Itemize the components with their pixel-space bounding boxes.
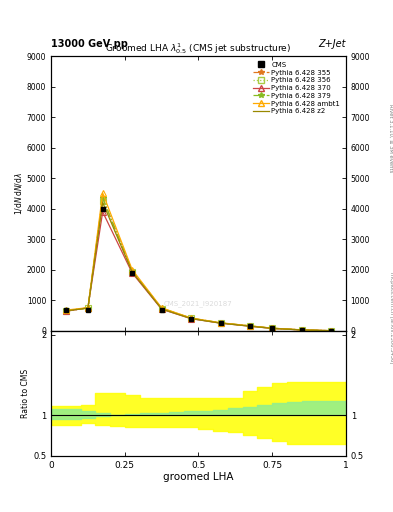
CMS xyxy=(64,307,68,313)
Pythia 6.428 z2 xyxy=(189,315,193,322)
Pythia 6.428 ambt1 xyxy=(218,319,223,326)
Pythia 6.428 356 xyxy=(100,198,105,204)
Pythia 6.428 370 xyxy=(100,209,105,215)
Legend: CMS, Pythia 6.428 355, Pythia 6.428 356, Pythia 6.428 370, Pythia 6.428 379, Pyt: CMS, Pythia 6.428 355, Pythia 6.428 356,… xyxy=(251,60,342,116)
Pythia 6.428 356 xyxy=(329,328,333,334)
Pythia 6.428 379 xyxy=(270,325,275,331)
Line: Pythia 6.428 z2: Pythia 6.428 z2 xyxy=(66,202,331,331)
Pythia 6.428 355 xyxy=(329,328,333,334)
CMS xyxy=(86,307,90,313)
Pythia 6.428 370 xyxy=(218,320,223,326)
Pythia 6.428 379 xyxy=(130,268,134,274)
Pythia 6.428 z2 xyxy=(270,325,275,331)
Pythia 6.428 355 xyxy=(159,305,164,311)
Pythia 6.428 379 xyxy=(100,195,105,201)
Text: 13000 GeV pp: 13000 GeV pp xyxy=(51,38,128,49)
Y-axis label: $\mathrm{1/d}N\,\mathrm{d}N/\mathrm{d}\lambda$: $\mathrm{1/d}N\,\mathrm{d}N/\mathrm{d}\l… xyxy=(13,172,24,215)
Pythia 6.428 379 xyxy=(218,320,223,326)
Pythia 6.428 370 xyxy=(270,325,275,331)
CMS xyxy=(218,320,223,326)
Pythia 6.428 355 xyxy=(130,268,134,274)
Pythia 6.428 379 xyxy=(159,305,164,311)
Pythia 6.428 z2 xyxy=(86,305,90,311)
Pythia 6.428 379 xyxy=(329,328,333,334)
Pythia 6.428 356 xyxy=(130,269,134,275)
Pythia 6.428 ambt1 xyxy=(270,325,275,331)
Pythia 6.428 356 xyxy=(189,315,193,322)
Pythia 6.428 356 xyxy=(270,325,275,331)
Pythia 6.428 z2 xyxy=(299,327,304,333)
Line: Pythia 6.428 379: Pythia 6.428 379 xyxy=(63,195,334,333)
Pythia 6.428 ambt1 xyxy=(100,190,105,196)
Pythia 6.428 355 xyxy=(218,320,223,326)
CMS xyxy=(248,323,252,329)
CMS xyxy=(189,315,193,322)
CMS xyxy=(100,206,105,212)
Pythia 6.428 355 xyxy=(100,195,105,201)
Pythia 6.428 ambt1 xyxy=(248,323,252,329)
Y-axis label: Ratio to CMS: Ratio to CMS xyxy=(21,369,30,418)
Text: Rivet 3.1.10, ≥ 3M events: Rivet 3.1.10, ≥ 3M events xyxy=(389,104,393,173)
Pythia 6.428 ambt1 xyxy=(130,266,134,272)
Pythia 6.428 356 xyxy=(248,323,252,329)
Pythia 6.428 ambt1 xyxy=(329,328,333,334)
Pythia 6.428 370 xyxy=(329,328,333,334)
Line: CMS: CMS xyxy=(63,206,334,333)
Pythia 6.428 z2 xyxy=(100,199,105,205)
Pythia 6.428 z2 xyxy=(130,269,134,275)
CMS xyxy=(329,328,333,334)
Pythia 6.428 ambt1 xyxy=(86,305,90,311)
Pythia 6.428 356 xyxy=(64,308,68,314)
Pythia 6.428 379 xyxy=(248,323,252,329)
Pythia 6.428 370 xyxy=(86,305,90,311)
Pythia 6.428 z2 xyxy=(248,323,252,329)
Pythia 6.428 355 xyxy=(270,325,275,331)
Pythia 6.428 z2 xyxy=(159,306,164,312)
Pythia 6.428 379 xyxy=(189,315,193,321)
Pythia 6.428 356 xyxy=(86,305,90,311)
Pythia 6.428 355 xyxy=(64,308,68,314)
Pythia 6.428 356 xyxy=(218,320,223,326)
Pythia 6.428 379 xyxy=(64,307,68,313)
Pythia 6.428 370 xyxy=(130,270,134,276)
Line: Pythia 6.428 355: Pythia 6.428 355 xyxy=(63,196,334,333)
Pythia 6.428 355 xyxy=(189,315,193,322)
Pythia 6.428 356 xyxy=(159,306,164,312)
Text: CMS_2021_I920187: CMS_2021_I920187 xyxy=(164,300,233,307)
Line: Pythia 6.428 370: Pythia 6.428 370 xyxy=(63,209,334,333)
Pythia 6.428 ambt1 xyxy=(189,315,193,321)
Pythia 6.428 355 xyxy=(86,305,90,311)
CMS xyxy=(270,325,275,331)
Pythia 6.428 z2 xyxy=(329,328,333,334)
Line: Pythia 6.428 356: Pythia 6.428 356 xyxy=(63,199,334,333)
CMS xyxy=(299,327,304,333)
CMS xyxy=(159,307,164,313)
CMS xyxy=(130,270,134,276)
Pythia 6.428 355 xyxy=(299,327,304,333)
Pythia 6.428 370 xyxy=(64,308,68,314)
Text: Z+Jet: Z+Jet xyxy=(318,38,346,49)
Pythia 6.428 379 xyxy=(299,327,304,333)
Pythia 6.428 379 xyxy=(86,305,90,311)
Pythia 6.428 z2 xyxy=(218,320,223,326)
Pythia 6.428 ambt1 xyxy=(159,305,164,311)
Pythia 6.428 370 xyxy=(159,306,164,312)
Pythia 6.428 356 xyxy=(299,327,304,333)
Pythia 6.428 z2 xyxy=(64,308,68,314)
Pythia 6.428 370 xyxy=(248,323,252,329)
Title: Groomed LHA $\lambda^{1}_{0.5}$ (CMS jet substructure): Groomed LHA $\lambda^{1}_{0.5}$ (CMS jet… xyxy=(105,41,292,56)
Pythia 6.428 ambt1 xyxy=(299,327,304,333)
Pythia 6.428 355 xyxy=(248,323,252,329)
Pythia 6.428 ambt1 xyxy=(64,307,68,313)
Text: mcplots.cern.ch [arXiv:1306.3436]: mcplots.cern.ch [arXiv:1306.3436] xyxy=(389,272,393,363)
Line: Pythia 6.428 ambt1: Pythia 6.428 ambt1 xyxy=(63,190,334,333)
Pythia 6.428 370 xyxy=(189,315,193,322)
Pythia 6.428 370 xyxy=(299,327,304,333)
X-axis label: groomed LHA: groomed LHA xyxy=(163,472,234,482)
